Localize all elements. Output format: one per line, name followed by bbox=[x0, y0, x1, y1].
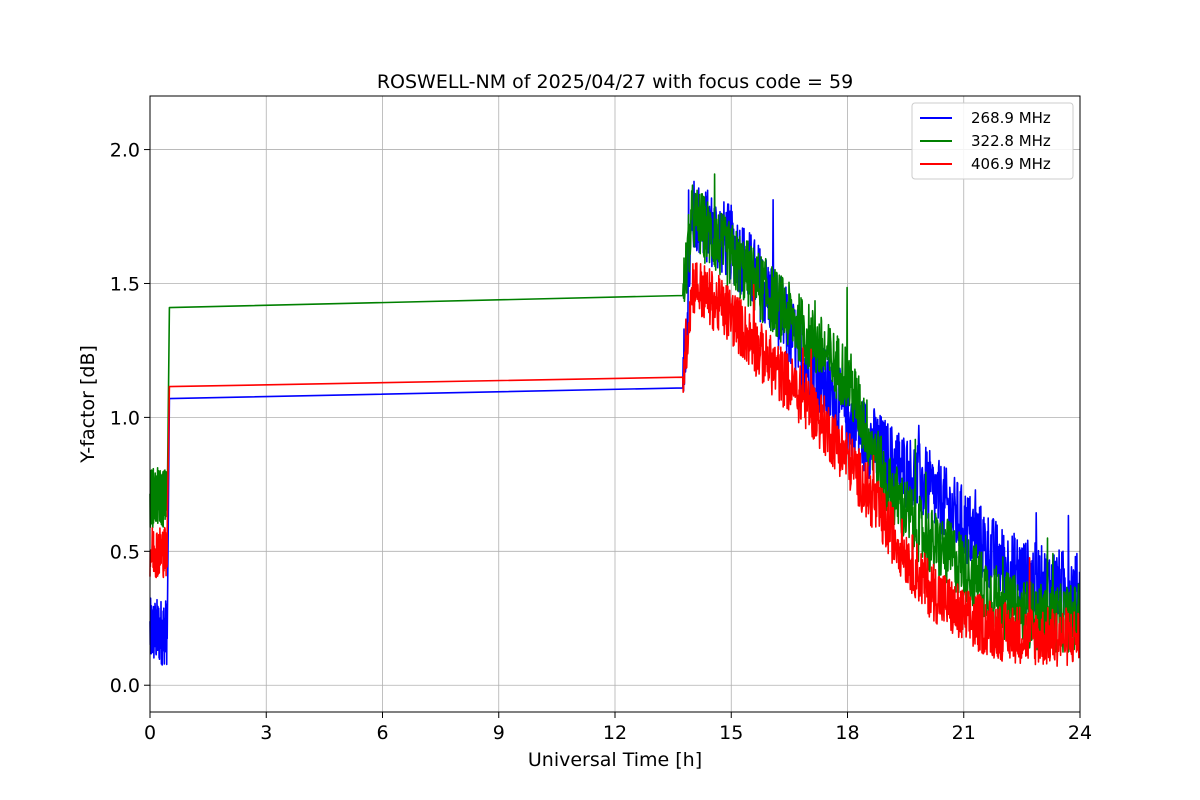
x-tick-label: 0 bbox=[144, 722, 156, 744]
x-tick-label: 21 bbox=[952, 722, 976, 744]
x-axis-label: Universal Time [h] bbox=[528, 749, 702, 771]
x-tick-label: 6 bbox=[376, 722, 388, 744]
ticks: 0 3 6 9 12 15 18 21 24 0.0 0.5 1.0 1.5 2.0 bbox=[110, 140, 1092, 744]
x-tick-label: 24 bbox=[1068, 722, 1092, 744]
y-axis-label: Y-factor [dB] bbox=[77, 345, 99, 464]
x-tick-label: 9 bbox=[493, 722, 505, 744]
x-tick-label: 3 bbox=[260, 722, 272, 744]
series-layer bbox=[149, 173, 1081, 667]
chart-title: ROSWELL-NM of 2025/04/27 with focus code… bbox=[377, 71, 853, 93]
x-tick-label: 12 bbox=[603, 722, 627, 744]
y-tick-label: 1.5 bbox=[110, 273, 140, 295]
legend-label: 322.8 MHz bbox=[971, 132, 1051, 150]
y-tick-label: 0.0 bbox=[110, 675, 140, 697]
y-tick-label: 2.0 bbox=[110, 140, 140, 162]
legend-box bbox=[911, 102, 1074, 180]
legend: 268.9 MHz 322.8 MHz 406.9 MHz bbox=[911, 102, 1074, 180]
series-line-3 bbox=[149, 262, 1081, 667]
legend-label: 406.9 MHz bbox=[971, 155, 1051, 173]
y-tick-label: 1.0 bbox=[110, 407, 140, 429]
y-tick-label: 0.5 bbox=[110, 541, 140, 563]
x-tick-label: 18 bbox=[835, 722, 859, 744]
x-tick-label: 15 bbox=[719, 722, 743, 744]
legend-label: 268.9 MHz bbox=[971, 109, 1051, 127]
